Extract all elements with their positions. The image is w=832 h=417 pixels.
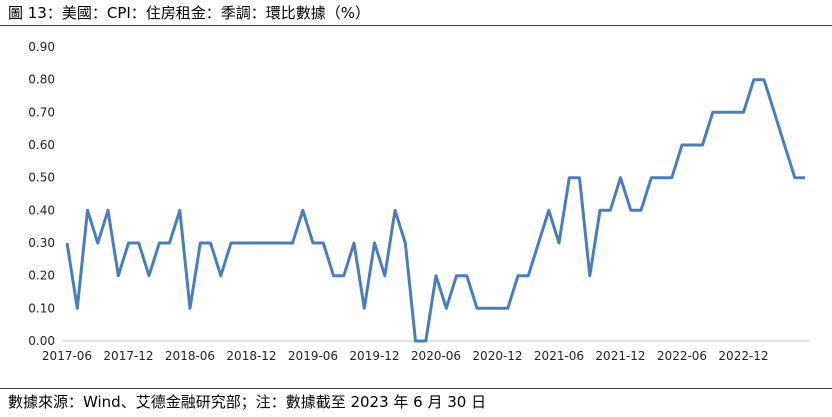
x-tick-label: 2020-12 [472, 349, 522, 363]
y-tick-label: 0.80 [28, 73, 55, 87]
y-tick-label: 0.50 [28, 171, 55, 185]
x-tick-label: 2018-12 [226, 349, 276, 363]
line-chart: 0.00 0.10 0.20 0.30 0.40 0.50 0.60 0.70 0.80 0.90… [28, 40, 809, 363]
y-tick-label: 0.30 [28, 236, 55, 250]
header-divider [0, 25, 832, 26]
footer-divider [0, 388, 832, 389]
x-tick-label: 2020-06 [411, 349, 461, 363]
y-tick-label: 0.00 [28, 334, 55, 348]
y-tick-label: 0.60 [28, 138, 55, 152]
y-tick-label: 0.10 [28, 301, 55, 315]
x-tick-label: 2022-12 [718, 349, 768, 363]
series-line [65, 78, 805, 343]
x-axis-ticks: 2017-06 2017-12 2018-06 2018-12 2019-06 2019-… [42, 349, 769, 363]
y-tick-label: 0.70 [28, 105, 55, 119]
y-tick-label: 0.20 [28, 269, 55, 283]
x-tick-label: 2019-12 [349, 349, 399, 363]
x-tick-label: 2021-06 [534, 349, 584, 363]
y-axis-ticks: 0.00 0.10 0.20 0.30 0.40 0.50 0.60 0.70 0.80 0.90 [28, 40, 55, 348]
x-tick-label: 2019-06 [288, 349, 338, 363]
source-note: 數據來源：Wind、艾德金融研究部；注：數據截至 2023 年 6 月 30 日 [8, 393, 487, 411]
x-tick-label: 2017-06 [42, 349, 92, 363]
x-tick-label: 2022-06 [657, 349, 707, 363]
x-tick-label: 2018-06 [165, 349, 215, 363]
y-tick-label: 0.90 [28, 40, 55, 54]
x-tick-label: 2021-12 [595, 349, 645, 363]
y-tick-label: 0.40 [28, 203, 55, 217]
x-tick-label: 2017-12 [103, 349, 153, 363]
chart-title: 圖 13：美國：CPI：住房租金：季調：環比數據（%） [8, 4, 371, 22]
